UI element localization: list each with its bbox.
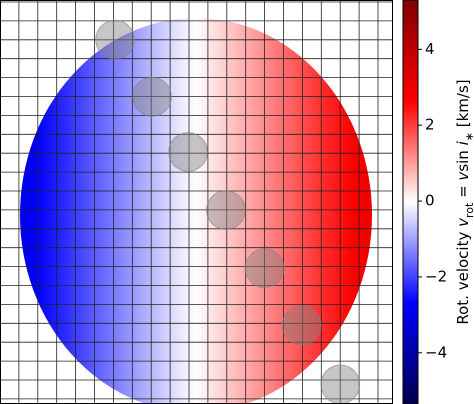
colorbar-label-part: = xyxy=(454,181,472,203)
colorbar-fill xyxy=(402,0,419,404)
colorbar-tick-label: 4 xyxy=(425,40,435,58)
colorbar-tick-label: 0 xyxy=(425,192,435,210)
colorbar-label-part: [km/s] xyxy=(454,79,472,132)
planet xyxy=(320,364,361,404)
colorbar-tick-label: −4 xyxy=(425,343,447,361)
colorbar-label-part: Rot. velocity xyxy=(454,227,472,325)
colorbar-label-part: sin xyxy=(454,145,472,171)
planet xyxy=(281,305,322,346)
colorbar-label-part: rot xyxy=(463,202,474,218)
planet xyxy=(244,248,285,289)
colorbar-tick-label: −2 xyxy=(425,267,447,285)
stellar-disk xyxy=(20,18,372,404)
colorbar-tick-label: 2 xyxy=(425,116,435,134)
planet xyxy=(206,190,246,230)
planet xyxy=(95,19,135,60)
panel xyxy=(0,0,393,404)
colorbar-label: Rot. velocity vrot = vsin i∗ [km/s] xyxy=(454,79,474,324)
colorbar-label-part: v xyxy=(454,217,472,227)
colorbar: −4 −2 0 2 4 xyxy=(402,0,447,404)
planet xyxy=(168,132,208,172)
planet xyxy=(132,76,172,117)
colorbar-label-part: ∗ xyxy=(463,132,474,141)
colorbar-label-part: i xyxy=(454,140,472,145)
colorbar-label-part: v xyxy=(454,171,472,181)
